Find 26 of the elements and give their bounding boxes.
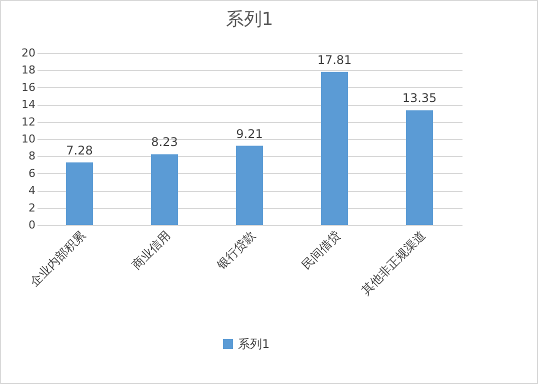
bar — [66, 162, 93, 225]
y-tick-label: 12 — [22, 115, 36, 128]
y-tick-label: 2 — [28, 201, 36, 214]
data-label: 8.23 — [151, 135, 178, 150]
bar — [151, 154, 178, 225]
bar — [321, 72, 348, 225]
y-tick-label: 6 — [28, 166, 36, 180]
x-tick-label: 商业信用 — [129, 228, 173, 272]
legend-label: 系列1 — [238, 337, 270, 351]
y-tick-label: 20 — [22, 46, 36, 60]
y-tick-label: 18 — [22, 64, 36, 77]
chart-title: 系列1 — [226, 9, 274, 30]
x-tick-label: 其他非正规渠道 — [358, 228, 428, 298]
y-tick-label: 14 — [22, 98, 36, 112]
data-label: 13.35 — [402, 91, 437, 106]
x-tick-label: 银行贷款 — [213, 228, 258, 273]
bar — [406, 110, 433, 225]
x-tick-label: 民间借贷 — [299, 228, 343, 272]
data-label: 17.81 — [317, 52, 352, 67]
y-tick-label: 10 — [22, 132, 36, 146]
data-label: 7.28 — [66, 143, 93, 158]
y-tick-label: 16 — [22, 80, 36, 94]
y-tick-label: 8 — [28, 150, 36, 163]
bar — [236, 146, 263, 225]
data-label: 9.21 — [236, 126, 263, 141]
y-tick-label: 4 — [28, 184, 36, 198]
